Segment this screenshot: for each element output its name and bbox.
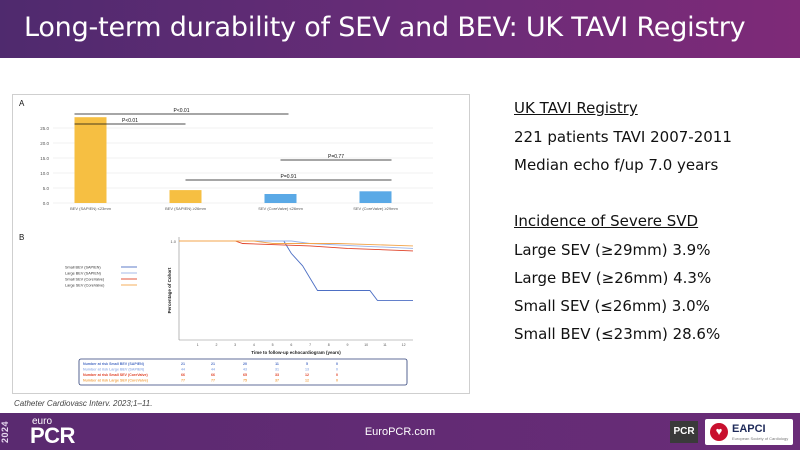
y-top-label: 1.0 (170, 239, 176, 244)
y-tick-label: 5.0 (43, 186, 50, 191)
legend-label: Small BEV (SAPIEN) (65, 266, 101, 270)
risk-row-label: Number at risk Large SEV (CoreValve) (83, 379, 149, 383)
risk-row-label: Number at risk Small SEV (CoreValve) (83, 373, 149, 377)
bar (74, 117, 107, 203)
eapci-logo: ♥ EAPCI European Society of Cardiology (705, 419, 793, 445)
x-axis-label: Time to follow-up echocardiogram (years) (251, 350, 341, 355)
risk-value: 77 (211, 379, 215, 383)
x-tick-label: 3 (234, 343, 236, 347)
x-tick-label: 2 (215, 343, 217, 347)
panel-b-label: B (19, 233, 24, 242)
figure-canvas: A B 0.0 5.0 10.0 15.0 20.0 25.0 BEV (SAPIEN) ≤… (19, 99, 433, 386)
category-label: SEV (CoreValve) ≤26mm (258, 206, 303, 211)
risk-value: 0 (336, 368, 338, 372)
x-tick-label: 1 (197, 343, 199, 347)
site-link[interactable]: EuroPCR.com (364, 426, 436, 438)
risk-value: 31 (275, 368, 279, 372)
registry-heading: UK TAVI Registry (514, 99, 638, 117)
series-line (179, 240, 414, 252)
bar (169, 190, 202, 203)
risk-value: 44 (211, 368, 215, 372)
y-tick-label: 10.0 (40, 171, 49, 176)
slide-title: Long-term durability of SEV and BEV: UK … (24, 12, 746, 43)
x-tick-label: 10 (364, 343, 368, 347)
p-value-label: P=0.77 (328, 154, 344, 160)
risk-row-label: Number at risk Small BEV (SAPIEN) (83, 362, 145, 366)
p-value-label: P<0.01 (174, 108, 190, 114)
heart-icon: ♥ (710, 423, 728, 441)
risk-value: 21 (211, 362, 215, 366)
bar (359, 191, 392, 203)
risk-row-label: Number at risk Large BEV (SAPIEN) (83, 368, 145, 372)
x-tick-label: 5 (272, 343, 274, 347)
europcr-logo: PCR (30, 423, 75, 448)
risk-value: 66 (211, 373, 215, 377)
category-label: BEV (SAPIEN) ≥26mm (165, 206, 207, 211)
category-label: SEV (CoreValve) ≥29mm (353, 206, 398, 211)
x-tick-label: 11 (383, 343, 387, 347)
risk-value: 12 (305, 373, 309, 377)
category-label: BEV (SAPIEN) ≤23mm (70, 206, 112, 211)
series-line (179, 240, 413, 301)
risk-value: 0 (336, 379, 338, 383)
y-tick-label: 20.0 (40, 141, 49, 146)
series-line (179, 240, 414, 247)
risk-value: 43 (243, 368, 247, 372)
risk-value: 21 (181, 362, 185, 366)
risk-value: 37 (275, 379, 279, 383)
svd-item: Large SEV (≥29mm) 3.9% (514, 241, 711, 259)
y-tick-label: 0.0 (43, 201, 50, 206)
p-value-label: P=0.91 (281, 174, 297, 180)
bar (264, 194, 297, 203)
risk-value: 11 (275, 362, 279, 366)
panel-a-label: A (19, 99, 25, 108)
patients-text: 221 patients TAVI 2007-2011 (514, 128, 732, 146)
risk-value: 66 (181, 373, 185, 377)
x-tick-label: 4 (253, 343, 255, 347)
pcr-badge-logo: PCR (670, 421, 698, 443)
slide-header: Long-term durability of SEV and BEV: UK … (0, 0, 800, 58)
risk-value: 5 (306, 362, 308, 366)
svd-item: Small SEV (≤26mm) 3.0% (514, 297, 710, 315)
risk-value: 33 (275, 373, 279, 377)
x-tick-label: 6 (290, 343, 292, 347)
p-value-label: P<0.01 (122, 118, 138, 124)
legend-label: Small SEV (CoreValve) (65, 278, 105, 282)
brand-small: euro (32, 416, 53, 427)
x-tick-label: 12 (402, 343, 406, 347)
slide-footer: 2024 euro PCR EuroPCR.com PCR ♥ EAPCI Eu… (0, 413, 800, 450)
svd-item: Large BEV (≥26mm) 4.3% (514, 269, 712, 287)
followup-text: Median echo f/up 7.0 years (514, 156, 719, 174)
y-tick-label: 15.0 (40, 156, 49, 161)
eapci-text: EAPCI (732, 423, 766, 435)
risk-value: 12 (305, 379, 309, 383)
risk-value: 65 (243, 373, 247, 377)
citation: Catheter Cardiovasc Interv. 2023;1–11. (14, 399, 153, 408)
svd-heading: Incidence of Severe SVD (514, 212, 699, 230)
registry-figure: A B 0.0 5.0 10.0 15.0 20.0 25.0 BEV (SAPIEN) ≤… (12, 94, 470, 394)
y-tick-label: 25.0 (40, 126, 49, 131)
x-tick-label: 9 (347, 343, 349, 347)
x-tick-label: 7 (309, 343, 311, 347)
risk-table-frame (78, 358, 408, 386)
risk-value: 44 (181, 368, 185, 372)
risk-value: 77 (181, 379, 185, 383)
risk-value: 0 (336, 373, 338, 377)
risk-value: 13 (305, 368, 309, 372)
risk-value: 0 (336, 362, 338, 366)
legend-label: Large BEV (SAPIEN) (65, 272, 102, 276)
svd-item: Small BEV (≤23mm) 28.6% (514, 325, 721, 343)
legend-label: Large SEV (CoreValve) (65, 284, 105, 288)
x-tick-label: 8 (328, 343, 330, 347)
eapci-subtext: European Society of Cardiology (732, 436, 789, 441)
risk-value: 20 (243, 362, 247, 366)
risk-value: 75 (243, 379, 247, 383)
y-axis-label: Percentage of Cohort (167, 267, 172, 313)
